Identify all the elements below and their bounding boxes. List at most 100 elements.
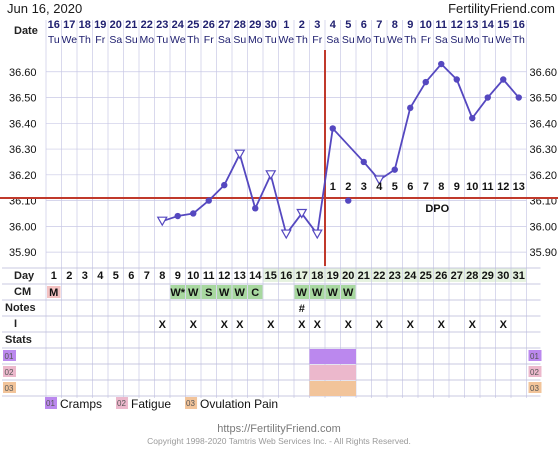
cycle-day-number: 25 (420, 270, 432, 282)
temperature-point (469, 114, 476, 122)
date-label: 20 (110, 19, 122, 31)
weekday-label: Su (125, 34, 138, 46)
stat-swatch-left (3, 350, 16, 361)
cycle-day-number: 8 (159, 270, 165, 282)
intercourse-marker: X (469, 319, 477, 331)
note-marker: # (299, 303, 305, 315)
weekday-label: Fr (95, 34, 105, 46)
day-row-label: Day (14, 270, 35, 282)
notes-row-label: Notes (5, 302, 36, 314)
weekday-label: We (61, 34, 77, 46)
date-label: 28 (234, 19, 246, 31)
ytick-left: 36.00 (9, 221, 37, 233)
ytick-left: 36.60 (9, 67, 37, 79)
dpo-number: 13 (513, 181, 525, 193)
legend-label: Fatigue (131, 397, 171, 411)
temperature-segment (440, 63, 458, 81)
temperature-point-open (234, 149, 246, 160)
weekday-label: Mo (248, 34, 263, 46)
weekday-label: Mo (465, 34, 480, 46)
cycle-day-number: 2 (66, 270, 72, 282)
temperature-point-open (311, 229, 323, 240)
date-label: 15 (497, 19, 509, 31)
intercourse-marker: X (314, 319, 322, 331)
date-label: 23 (156, 19, 168, 31)
cm-value: W (297, 287, 308, 299)
stat-swatch-left (3, 366, 16, 377)
weekday-label: We (170, 34, 186, 46)
ytick-right: 36.30 (530, 144, 558, 156)
temperature-point (360, 158, 367, 166)
date-label: 19 (94, 19, 106, 31)
day-shade (340, 268, 356, 282)
dpo-number: 6 (407, 181, 413, 193)
dpo-number: 11 (482, 181, 494, 193)
temperature-segment (238, 153, 257, 209)
y-axis: 36.60 36.60 36.50 36.50 36.40 36.40 36.30 36.30… (9, 67, 557, 259)
temperature-point (205, 197, 212, 204)
temperature-point-open (156, 216, 168, 227)
stat-cell (325, 349, 341, 364)
weekday-label: Tu (156, 34, 168, 46)
intercourse-marker: X (236, 319, 244, 331)
cycle-day-number: 10 (187, 270, 199, 282)
temperature-point (252, 205, 259, 212)
date-label: 10 (420, 19, 432, 31)
plot-area (46, 20, 527, 265)
day-shade (278, 268, 294, 282)
intercourse-marker: X (221, 319, 229, 331)
day-shade (418, 268, 434, 282)
cm-value: M (49, 287, 58, 299)
cycle-day-number: 5 (113, 270, 119, 282)
temperature-point-open (265, 170, 277, 181)
cm-cell (294, 285, 309, 299)
stat-id-right: 03 (530, 384, 539, 393)
date-label: 27 (218, 19, 230, 31)
cm-value: W (219, 287, 230, 299)
cycle-day-number: 26 (435, 270, 447, 282)
dpo-number: 3 (361, 181, 367, 193)
temperature-point (515, 94, 522, 101)
cm-value: W (312, 287, 323, 299)
cycle-day-number: 14 (249, 270, 262, 282)
ytick-right: 35.90 (530, 247, 558, 259)
stat-swatch-right (528, 366, 542, 377)
day-shade (263, 268, 279, 282)
date-label: 5 (345, 19, 351, 31)
stat-swatch-right (528, 382, 542, 393)
temperature-segment (332, 127, 365, 163)
cm-cell (217, 285, 232, 299)
stat-id-left: 02 (5, 368, 14, 377)
date-label: 25 (187, 19, 199, 31)
temperature-point (407, 104, 414, 112)
ytick-right: 36.00 (530, 221, 558, 233)
cycle-day-number: 15 (265, 270, 277, 282)
legend-id: 03 (186, 399, 195, 408)
cm-value: W (188, 287, 199, 299)
stat-id-left: 03 (5, 384, 14, 393)
day-shade (511, 268, 527, 282)
date-label: 4 (330, 19, 337, 31)
temperature-point-open (280, 229, 292, 240)
weekday-label: We (278, 34, 294, 46)
date-label: 13 (466, 19, 478, 31)
cm-cell (201, 285, 216, 299)
intercourse-marker: X (190, 319, 198, 331)
temperature-segment (455, 79, 474, 119)
ytick-left: 36.50 (9, 93, 37, 105)
temperature-segment (192, 199, 210, 215)
date-label: 21 (125, 19, 137, 31)
cycle-day-number: 6 (128, 270, 134, 282)
footer-url: https://FertilityFriend.com (217, 423, 340, 435)
temperature-point (221, 181, 228, 189)
weekday-label: Su (342, 34, 355, 46)
ytick-right: 36.40 (530, 118, 558, 130)
temperature-segment (487, 78, 504, 99)
temperature-segment (269, 174, 288, 235)
day-shade (387, 268, 403, 282)
temperature-point (391, 166, 398, 173)
ytick-right: 36.50 (530, 93, 558, 105)
temperature-segment (316, 128, 334, 235)
cycle-day-number: 16 (280, 270, 292, 282)
